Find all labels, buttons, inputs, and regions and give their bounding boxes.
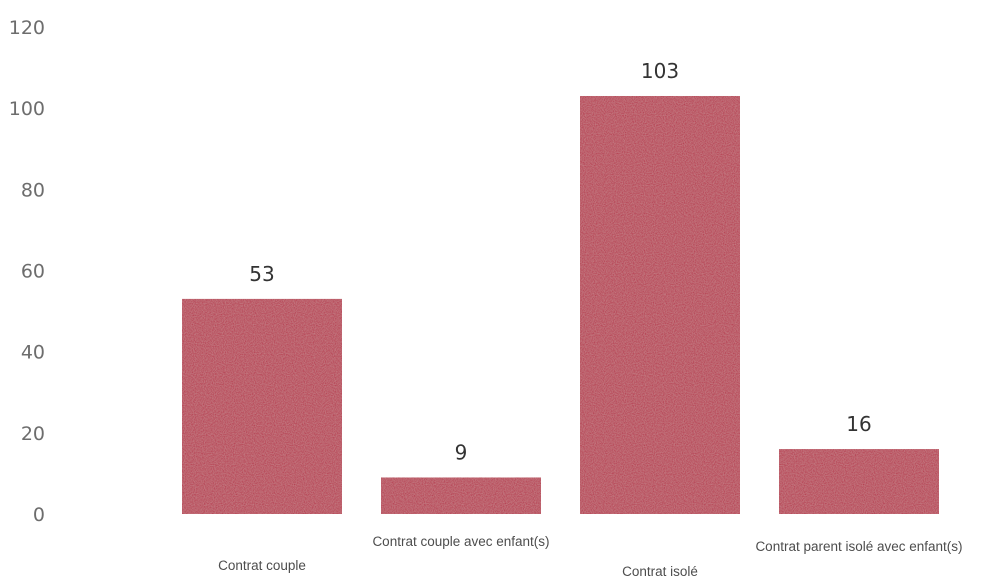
data-labels-group: 53 9 103 16 <box>249 59 871 464</box>
category-label: Contrat parent isolé avec enfant(s) <box>755 539 962 554</box>
y-tick-label: 80 <box>21 179 45 201</box>
bar <box>182 298 342 514</box>
bar <box>580 95 740 514</box>
category-label: Contrat couple avec enfant(s) <box>372 534 549 549</box>
y-axis: 0 20 40 60 80 100 120 <box>9 17 45 526</box>
data-label: 103 <box>641 59 679 83</box>
data-label: 9 <box>455 440 468 464</box>
y-tick-label: 100 <box>9 98 45 120</box>
x-axis: Contrat couple Contrat couple avec enfant… <box>218 534 962 579</box>
bar <box>779 449 939 514</box>
category-label: Contrat couple <box>218 558 306 573</box>
y-tick-label: 40 <box>21 342 45 364</box>
category-label: Contrat isolé <box>622 564 698 579</box>
y-tick-label: 0 <box>33 504 45 526</box>
y-tick-label: 60 <box>21 261 45 283</box>
data-label: 53 <box>249 262 274 286</box>
data-label: 16 <box>846 412 871 436</box>
y-tick-label: 20 <box>21 423 45 445</box>
bar <box>381 477 541 514</box>
y-tick-label: 120 <box>9 17 45 39</box>
bars-group <box>182 95 939 514</box>
